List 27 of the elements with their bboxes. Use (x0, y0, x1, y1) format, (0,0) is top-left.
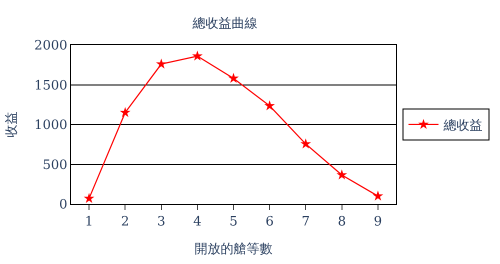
point (300, 138, 312, 149)
point (120, 106, 130, 118)
x-tick-label: 6 (265, 214, 274, 230)
y-axis-title: 收益 (4, 112, 20, 138)
point (372, 190, 384, 201)
point (192, 50, 203, 61)
y-tick-label: 1500 (34, 78, 68, 94)
y-tick-label: 500 (42, 158, 68, 173)
point (264, 100, 275, 110)
point (228, 72, 239, 83)
legend-label: 總收益 (442, 118, 482, 134)
point (336, 169, 348, 180)
x-tick-label: 2 (121, 214, 130, 230)
y-tick-label: 0 (59, 198, 68, 213)
x-tick-label: 7 (302, 214, 310, 230)
chart-title: 總收益曲線 (192, 16, 258, 32)
point (84, 192, 94, 203)
x-tick-label: 4 (193, 214, 202, 230)
x-tick-label: 3 (157, 214, 166, 230)
x-tick-label: 1 (84, 214, 94, 230)
x-tick-label: 5 (229, 214, 238, 230)
x-axis-title: 開放的艙等數 (194, 242, 272, 258)
point (156, 58, 167, 69)
y-tick-label: 2000 (34, 38, 68, 54)
x-tick-label: 8 (338, 214, 346, 230)
y-tick-label: 1000 (34, 118, 68, 134)
x-tick-label: 9 (374, 214, 382, 230)
